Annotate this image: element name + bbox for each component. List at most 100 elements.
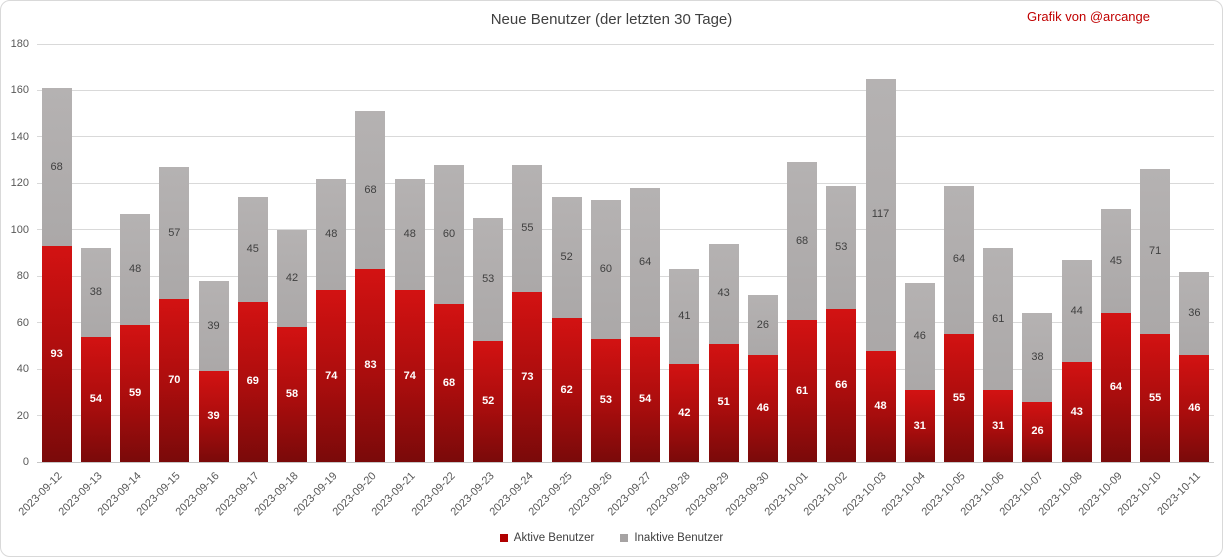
stacked-bar: 43 44 [1061,44,1092,462]
inactive-value-label: 64 [952,253,966,266]
legend-active-label: Aktive Benutzer [513,532,595,544]
stacked-bar: 48 117 [865,44,896,462]
legend-item-inactive: Inaktive Benutzer [620,532,723,544]
stacked-bar: 55 64 [944,44,974,462]
gridline-140 [37,136,1214,138]
stacked-bar: 83 68 [355,44,386,462]
active-bar-segment: 74 [394,290,425,462]
bar-group: 74 48 [390,44,429,462]
stacked-bar: 61 68 [787,44,818,462]
active-value-label: 74 [403,369,416,382]
active-bar-segment: 48 [865,350,896,462]
stacked-bar: 46 36 [1179,44,1210,462]
stacked-bar: 54 64 [630,44,661,462]
active-value-label: 59 [128,387,142,399]
stacked-bar: 31 46 [904,44,935,462]
bar-group: 26 38 [1018,44,1057,462]
active-bar-segment: 46 [1179,355,1210,462]
active-bar-segment: 70 [159,299,190,462]
active-value-label: 53 [599,393,613,406]
active-bar-segment: 61 [787,320,818,462]
stacked-bar: 73 55 [512,44,543,462]
y-axis: 0 20 40 60 80 100 120 140 160 180 [1,38,31,468]
bar-group: 53 60 [586,44,625,462]
inactive-value-label: 46 [913,330,926,343]
inactive-bar-segment: 38 [1022,313,1053,402]
bar-group: 62 52 [547,44,586,462]
active-value-label: 66 [835,378,848,391]
gridline-180 [37,43,1214,45]
bar-group: 68 60 [429,44,468,462]
gridline-160 [37,89,1214,91]
gridline-0 [37,461,1214,463]
y-tick-label: 0 [22,456,29,468]
active-value-label: 43 [1070,405,1083,418]
stacked-bar: 55 71 [1140,44,1171,462]
inactive-value-label: 44 [1070,304,1083,317]
active-bar-segment: 74 [316,290,347,462]
inactive-bar-segment: 60 [590,199,621,339]
active-series-swatch-icon [499,534,508,542]
active-value-label: 62 [560,383,573,396]
bar-group: 55 71 [1136,44,1175,462]
active-bar-segment: 26 [1022,401,1053,462]
active-value-label: 68 [442,376,456,389]
y-tick-label: 80 [16,270,29,283]
inactive-bar-segment: 48 [120,213,151,325]
stacked-bar: 93 68 [41,44,72,462]
bar-group: 69 45 [233,44,272,462]
inactive-value-label: 48 [325,227,338,240]
inactive-bar-segment: 48 [316,178,347,291]
bar-group: 31 61 [979,44,1018,462]
inactive-value-label: 41 [678,310,691,323]
active-bar-segment: 59 [120,325,151,462]
inactive-series-swatch-icon [620,534,629,542]
inactive-bar-segment: 53 [473,218,504,342]
stacked-bar: 51 43 [708,44,739,462]
active-value-label: 54 [89,392,102,405]
bars: 93 68 54 38 59 48 70 57 39 39 69 45 58 42 74 48 83 68 74 48… [37,44,1214,462]
active-bar-segment: 53 [590,338,621,462]
active-bar-segment: 69 [237,301,268,462]
inactive-value-label: 57 [168,226,181,239]
active-bar-segment: 66 [826,308,857,462]
active-bar-segment: 31 [983,390,1014,462]
stacked-bar: 74 48 [394,44,425,462]
inactive-bar-segment: 57 [159,167,190,300]
inactive-bar-segment: 60 [433,164,464,305]
inactive-value-label: 60 [599,262,613,275]
bar-group: 64 45 [1096,44,1135,462]
stacked-bar: 52 53 [473,44,504,462]
stacked-bar: 31 61 [983,44,1014,462]
stacked-bar: 66 53 [826,44,857,462]
gridline-60 [37,322,1214,324]
gridline-40 [37,368,1214,370]
active-value-label: 74 [325,369,338,382]
legend: Aktive Benutzer Inaktive Benutzer [1,532,1222,544]
y-tick-label: 100 [10,223,29,236]
inactive-bar-segment: 53 [826,185,857,309]
stacked-bar: 26 38 [1022,44,1053,462]
bar-group: 42 41 [665,44,704,462]
inactive-value-label: 53 [482,273,495,286]
inactive-bar-segment: 52 [551,197,582,319]
gridline-100 [37,229,1214,231]
inactive-bar-segment: 36 [1179,271,1210,356]
inactive-bar-segment: 61 [983,248,1014,391]
inactive-value-label: 45 [1109,254,1123,267]
active-value-label: 31 [992,419,1005,432]
stacked-bar: 69 45 [237,44,268,462]
active-bar-segment: 58 [277,327,308,462]
bar-group: 59 48 [115,44,154,462]
stacked-bar: 68 60 [433,44,464,462]
inactive-value-label: 61 [992,312,1005,325]
stacked-bar: 59 48 [120,44,151,462]
inactive-value-label: 45 [246,243,259,256]
inactive-value-label: 60 [442,227,456,240]
inactive-bar-segment: 42 [277,229,308,328]
bar-group: 31 46 [900,44,939,462]
y-tick-label: 160 [10,84,29,97]
active-value-label: 61 [795,384,809,397]
active-value-label: 93 [50,347,63,360]
bar-group: 46 36 [1175,44,1214,462]
